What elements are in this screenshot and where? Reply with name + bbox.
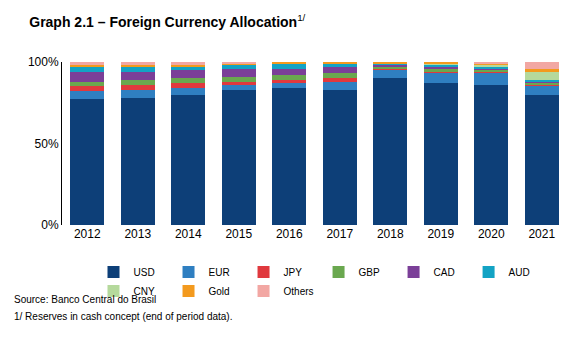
svg-text:2020: 2020: [478, 227, 505, 241]
svg-text:AUD: AUD: [509, 267, 530, 278]
svg-text:2012: 2012: [74, 227, 101, 241]
svg-text:EUR: EUR: [209, 267, 230, 278]
svg-text:2013: 2013: [124, 227, 151, 241]
svg-text:50%: 50%: [35, 137, 59, 151]
svg-text:Source: Banco Central do Brasi: Source: Banco Central do Brasil: [14, 294, 156, 305]
svg-text:2018: 2018: [377, 227, 404, 241]
svg-text:100%: 100%: [28, 55, 59, 69]
svg-text:Gold: Gold: [209, 286, 230, 297]
svg-text:USD: USD: [134, 267, 155, 278]
svg-text:2019: 2019: [427, 227, 454, 241]
svg-text:2014: 2014: [175, 227, 202, 241]
svg-text:2021: 2021: [528, 227, 555, 241]
svg-text:0%: 0%: [41, 218, 59, 232]
svg-text:2015: 2015: [225, 227, 252, 241]
svg-text:JPY: JPY: [284, 267, 303, 278]
svg-text:1/ Reserves in cash concept (e: 1/ Reserves in cash concept (end of peri…: [14, 311, 232, 322]
svg-text:2017: 2017: [326, 227, 353, 241]
svg-text:GBP: GBP: [359, 267, 380, 278]
svg-text:2016: 2016: [276, 227, 303, 241]
svg-text:Graph 2.1 – Foreign Currency A: Graph 2.1 – Foreign Currency Allocation​…: [29, 12, 305, 30]
svg-text:Others: Others: [284, 286, 314, 297]
svg-text:CNY: CNY: [134, 286, 155, 297]
svg-text:CAD: CAD: [434, 267, 455, 278]
